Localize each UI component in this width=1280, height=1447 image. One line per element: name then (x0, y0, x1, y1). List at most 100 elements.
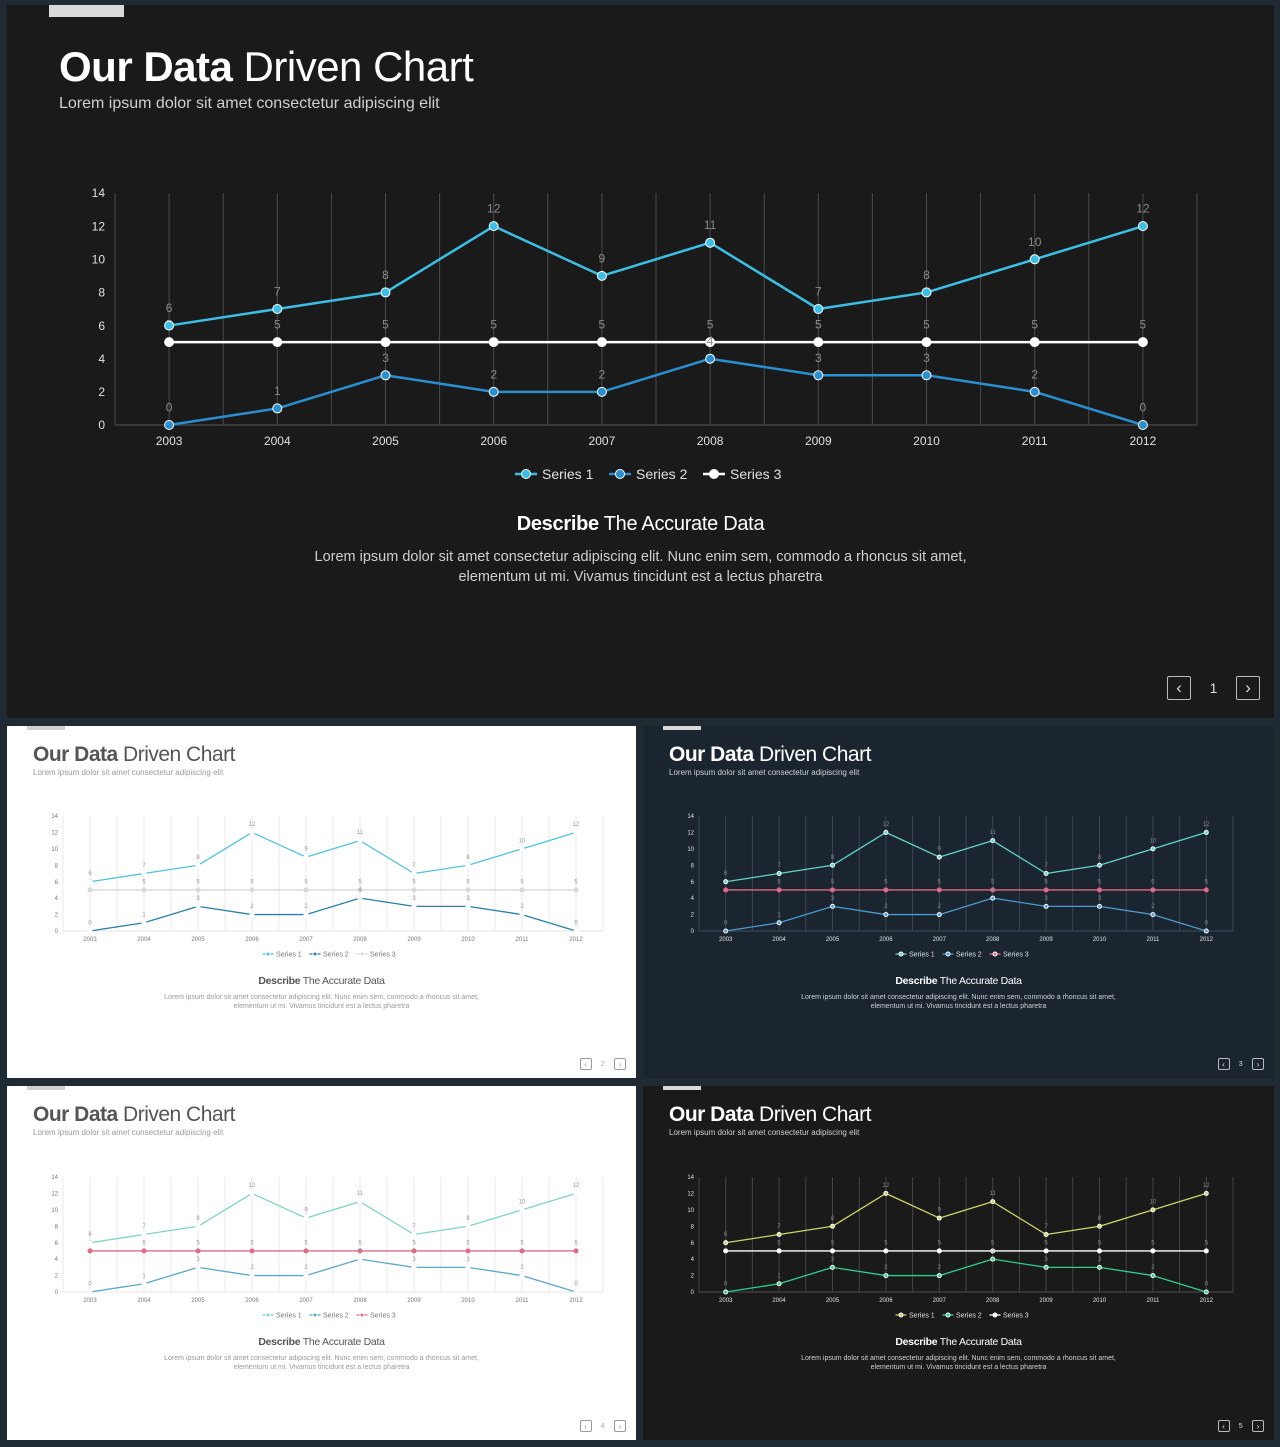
legend-item-series-3[interactable]: Series 3 (989, 1312, 1029, 1319)
series-2-point[interactable] (519, 912, 525, 918)
series-3-point[interactable] (776, 1248, 782, 1254)
series-1-point[interactable] (990, 838, 996, 844)
series-3-point[interactable] (303, 887, 309, 893)
series-2-point[interactable] (195, 903, 201, 909)
series-3-point[interactable] (465, 887, 471, 893)
series-2-point[interactable] (936, 912, 942, 918)
series-1-point[interactable] (141, 1232, 147, 1237)
series-2-point[interactable] (249, 1273, 255, 1279)
series-1-point[interactable] (195, 1223, 201, 1229)
series-3-point[interactable] (1150, 1248, 1156, 1254)
series-3-point[interactable] (411, 1248, 417, 1254)
series-2-point[interactable] (87, 928, 93, 934)
series-3-point[interactable] (1097, 1248, 1102, 1254)
series-2-point[interactable] (883, 912, 889, 918)
series-2-point[interactable] (990, 895, 996, 901)
series-2-point[interactable] (1043, 1264, 1049, 1270)
series-1-point[interactable] (488, 221, 499, 232)
series-3-point[interactable] (1029, 337, 1040, 348)
series-3-point[interactable] (87, 1248, 93, 1254)
series-3-point[interactable] (195, 887, 201, 893)
series-3-point[interactable] (883, 1248, 889, 1254)
series-1-point[interactable] (272, 304, 283, 314)
series-2-point[interactable] (936, 1273, 942, 1279)
prev-slide-button[interactable]: ‹ (1217, 1058, 1230, 1070)
series-1-point[interactable] (1043, 871, 1049, 876)
next-slide-button[interactable]: › (1252, 1420, 1264, 1432)
series-3-point[interactable] (921, 337, 932, 348)
series-2-point[interactable] (830, 1264, 835, 1270)
series-1-point[interactable] (573, 829, 579, 835)
series-3-point[interactable] (411, 887, 417, 893)
legend-item-series-1[interactable]: Series 1 (515, 466, 594, 482)
legend-item-series-2[interactable]: Series 2 (309, 951, 349, 958)
series-1-point[interactable] (936, 854, 942, 860)
series-3-point[interactable] (813, 337, 824, 348)
series-2-point[interactable] (723, 928, 729, 934)
series-1-point[interactable] (519, 1207, 525, 1213)
series-1-point[interactable] (813, 304, 824, 314)
series-1-point[interactable] (465, 862, 471, 868)
prev-slide-button[interactable]: ‹ (1167, 676, 1191, 700)
series-2-point[interactable] (303, 912, 309, 918)
series-1-point[interactable] (195, 862, 201, 868)
series-2-point[interactable] (813, 370, 824, 381)
series-1-point[interactable] (1043, 1232, 1049, 1237)
series-2-point[interactable] (990, 1256, 996, 1262)
series-1-point[interactable] (380, 287, 391, 298)
series-2-point[interactable] (411, 1264, 417, 1270)
series-3-point[interactable] (1097, 887, 1102, 893)
series-1-point[interactable] (596, 270, 607, 281)
series-1-point[interactable] (830, 1223, 835, 1229)
series-3-point[interactable] (1203, 1248, 1209, 1254)
series-2-point[interactable] (596, 386, 607, 397)
series-1-point[interactable] (1150, 846, 1156, 852)
legend-item-series-1[interactable]: Series 1 (262, 951, 302, 958)
next-slide-button[interactable]: › (614, 1058, 626, 1070)
series-1-point[interactable] (573, 1190, 579, 1196)
series-2-point[interactable] (573, 928, 579, 934)
series-3-point[interactable] (380, 337, 391, 348)
legend-item-series-1[interactable]: Series 1 (895, 1312, 935, 1319)
series-2-point[interactable] (87, 1289, 93, 1295)
series-3-point[interactable] (141, 887, 147, 893)
series-2-point[interactable] (1203, 928, 1209, 934)
series-2-point[interactable] (465, 1264, 471, 1270)
series-3-point[interactable] (272, 337, 283, 348)
series-2-point[interactable] (1150, 1273, 1156, 1279)
series-1-point[interactable] (519, 846, 525, 852)
series-1-point[interactable] (465, 1223, 471, 1229)
series-1-point[interactable] (357, 1199, 363, 1205)
series-2-point[interactable] (303, 1273, 309, 1279)
series-1-point[interactable] (723, 879, 729, 885)
series-3-point[interactable] (830, 1248, 835, 1254)
prev-slide-button[interactable]: ‹ (1217, 1420, 1230, 1432)
series-1-point[interactable] (87, 1240, 93, 1246)
series-1-point[interactable] (357, 838, 363, 844)
series-3-point[interactable] (723, 1248, 729, 1254)
series-2-point[interactable] (249, 912, 255, 918)
series-2-point[interactable] (195, 1264, 201, 1270)
series-2-point[interactable] (1097, 1264, 1102, 1270)
series-2-point[interactable] (883, 1273, 889, 1279)
series-1-point[interactable] (1203, 829, 1209, 835)
series-2-point[interactable] (357, 895, 363, 901)
series-2-point[interactable] (1043, 903, 1049, 909)
series-2-point[interactable] (705, 353, 716, 364)
series-1-point[interactable] (830, 862, 835, 868)
series-3-point[interactable] (936, 1248, 942, 1254)
series-3-point[interactable] (1137, 337, 1148, 348)
series-3-point[interactable] (883, 887, 889, 893)
legend-item-series-3[interactable]: Series 3 (703, 466, 782, 482)
series-3-point[interactable] (195, 1248, 201, 1254)
series-2-point[interactable] (776, 1281, 782, 1287)
legend-item-series-2[interactable]: Series 2 (609, 466, 688, 482)
series-3-point[interactable] (1043, 1248, 1049, 1254)
series-3-point[interactable] (1203, 887, 1209, 893)
series-3-point[interactable] (249, 1248, 255, 1254)
series-2-point[interactable] (723, 1289, 729, 1295)
series-3-point[interactable] (141, 1248, 147, 1254)
series-3-point[interactable] (596, 337, 607, 348)
series-1-point[interactable] (1029, 254, 1040, 265)
series-3-point[interactable] (705, 337, 716, 348)
